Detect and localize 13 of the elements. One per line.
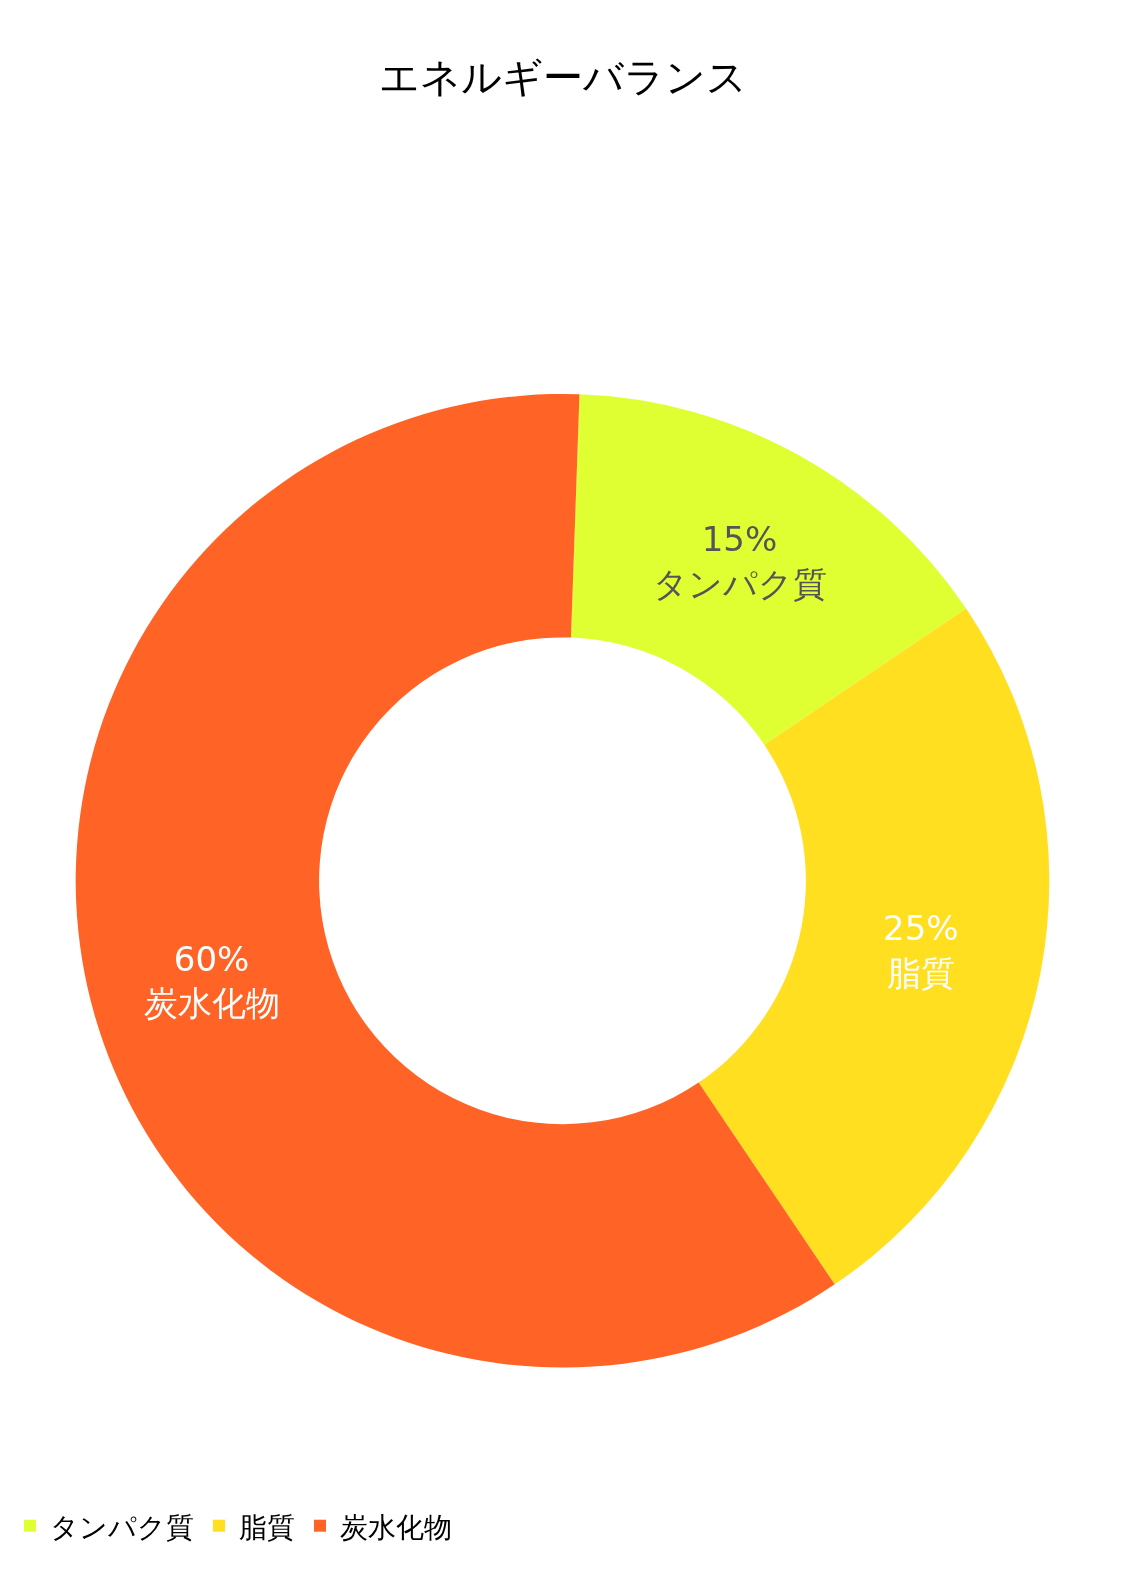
legend-label: 脂質	[239, 1510, 295, 1544]
data-label: 25%	[883, 908, 959, 949]
chart-title: エネルギーバランス	[378, 54, 747, 101]
slice-label: 炭水化物	[143, 983, 280, 1024]
donut-slice	[570, 394, 967, 745]
legend-label: 炭水化物	[340, 1510, 452, 1544]
data-label: 60%	[173, 939, 250, 980]
donut-slice	[698, 608, 1050, 1285]
data-label: 15%	[701, 519, 778, 560]
slice-label: 脂質	[886, 952, 955, 993]
slice-label: タンパク質	[652, 563, 827, 604]
legend-label: タンパク質	[50, 1510, 194, 1544]
donut-slice	[76, 394, 835, 1367]
